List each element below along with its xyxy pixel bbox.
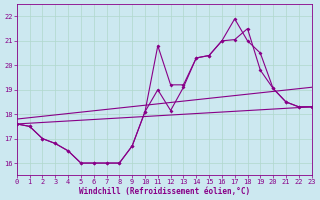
X-axis label: Windchill (Refroidissement éolien,°C): Windchill (Refroidissement éolien,°C) (79, 187, 250, 196)
